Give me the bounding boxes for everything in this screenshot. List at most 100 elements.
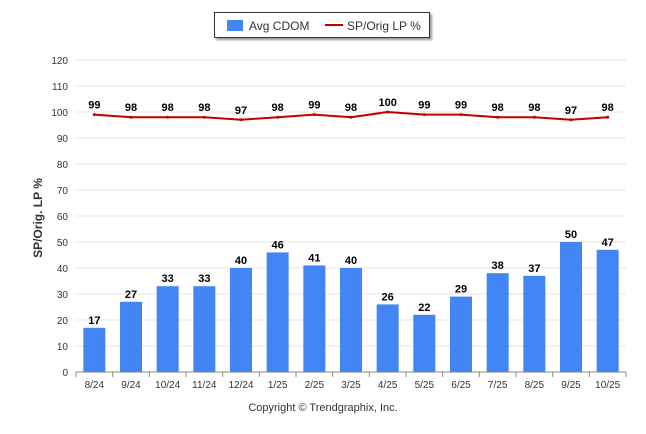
bar-data-label: 40 — [345, 255, 357, 267]
y-tick-label: 120 — [51, 56, 68, 67]
x-tick-label: 3/25 — [341, 380, 361, 391]
bar — [120, 301, 142, 372]
line-point — [239, 118, 243, 122]
bar — [486, 273, 509, 372]
line-point — [422, 113, 426, 117]
y-tick-label: 100 — [51, 108, 68, 119]
y-tick-label: 10 — [57, 342, 69, 353]
line-data-label: 99 — [455, 100, 467, 112]
bar-data-label: 33 — [162, 273, 174, 285]
bar-data-label: 41 — [308, 252, 320, 264]
line-data-label: 97 — [565, 105, 577, 117]
line-data-label: 98 — [528, 102, 540, 114]
x-tick-label: 6/25 — [451, 380, 471, 391]
x-tick-label: 5/25 — [415, 380, 435, 391]
line-point — [92, 113, 96, 117]
bar-data-label: 27 — [125, 289, 137, 301]
bar-data-label: 37 — [528, 263, 540, 275]
bar-data-label: 40 — [235, 255, 247, 267]
line-point — [606, 115, 610, 119]
y-tick-label: 30 — [57, 290, 69, 301]
y-tick-label: 90 — [57, 134, 69, 145]
x-tick-label: 4/25 — [378, 380, 398, 391]
line-point — [129, 115, 133, 119]
legend-line-swatch — [325, 24, 343, 26]
bar — [83, 327, 106, 372]
bar-data-label: 29 — [455, 284, 467, 296]
line-data-label: 98 — [272, 102, 284, 114]
x-tick-label: 8/25 — [525, 380, 545, 391]
line-point — [386, 110, 390, 114]
bar — [523, 275, 546, 372]
line-point — [276, 115, 280, 119]
bar — [266, 252, 289, 372]
bar — [193, 286, 216, 372]
line-data-label: 98 — [345, 102, 357, 114]
line-data-label: 98 — [492, 102, 504, 114]
line-point — [166, 115, 170, 119]
line-point — [569, 118, 573, 122]
y-axis-ticks: 0 10 20 30 40 50 60 70 80 90 100 110 120 — [51, 56, 68, 379]
bar — [376, 304, 399, 372]
x-axis-ticks: 8/24 9/24 10/24 11/24 12/24 1/25 2/25 3/25 4/25 5… — [75, 372, 627, 391]
bar — [303, 265, 326, 372]
bar-data-label: 26 — [382, 291, 394, 303]
bar — [450, 296, 472, 372]
line-data-labels: 99 98 98 98 97 98 99 98 100 99 99 98 98 97 98 — [88, 97, 614, 117]
legend-line-label: SP/Orig LP % — [347, 19, 421, 33]
line-point — [532, 115, 536, 119]
legend-bar-swatch — [227, 20, 243, 31]
bar-series — [83, 242, 619, 372]
x-tick-label: 1/25 — [268, 380, 288, 391]
line-data-label: 99 — [308, 100, 320, 112]
legend: Avg CDOM SP/Orig LP % — [214, 12, 430, 38]
line-data-label: 100 — [378, 97, 396, 109]
bar-data-labels: 17 27 33 33 40 46 41 40 26 22 29 38 37 50 47 — [88, 229, 614, 327]
bar-data-label: 33 — [198, 273, 210, 285]
y-tick-label: 70 — [57, 186, 69, 197]
line-data-label: 97 — [235, 105, 247, 117]
line-point — [496, 115, 500, 119]
x-tick-label: 2/25 — [305, 380, 325, 391]
line-point — [312, 113, 316, 117]
bar — [560, 242, 582, 372]
bar-data-label: 22 — [418, 302, 430, 314]
line-data-label: 99 — [88, 100, 100, 112]
x-tick-label: 10/25 — [595, 380, 620, 391]
line-point — [459, 113, 463, 117]
line-data-label: 98 — [198, 102, 210, 114]
line-data-label: 98 — [125, 102, 137, 114]
bar — [156, 286, 179, 372]
line-series — [92, 110, 610, 122]
bar-data-label: 47 — [602, 237, 614, 249]
y-axis-label: SP/Orig. LP % — [31, 178, 45, 258]
bar-data-label: 17 — [88, 315, 100, 327]
legend-bar-label: Avg CDOM — [249, 19, 310, 33]
bar — [596, 249, 619, 372]
bar — [413, 314, 436, 372]
copyright-text: Copyright © Trendgraphix, Inc. — [248, 402, 398, 414]
y-tick-label: 50 — [57, 238, 69, 249]
x-tick-label: 7/25 — [488, 380, 508, 391]
bar-data-label: 50 — [565, 229, 577, 241]
x-tick-label: 10/24 — [155, 380, 180, 391]
y-tick-label: 0 — [62, 368, 68, 379]
y-tick-label: 110 — [52, 82, 68, 93]
bar — [340, 268, 362, 372]
bar — [230, 268, 252, 372]
y-tick-label: 20 — [57, 316, 69, 327]
line-data-label: 99 — [418, 100, 430, 112]
bar-data-label: 38 — [492, 260, 504, 272]
y-tick-label: 40 — [57, 264, 69, 275]
line-point — [349, 115, 353, 119]
x-tick-label: 9/25 — [561, 380, 581, 391]
x-tick-label: 12/24 — [228, 380, 253, 391]
line-data-label: 98 — [162, 102, 174, 114]
x-tick-label: 8/24 — [85, 380, 105, 391]
line-data-label: 98 — [602, 102, 614, 114]
y-tick-label: 60 — [57, 212, 69, 223]
x-tick-label: 11/24 — [192, 380, 217, 391]
bar-data-label: 46 — [272, 239, 284, 251]
line-point — [202, 115, 206, 119]
